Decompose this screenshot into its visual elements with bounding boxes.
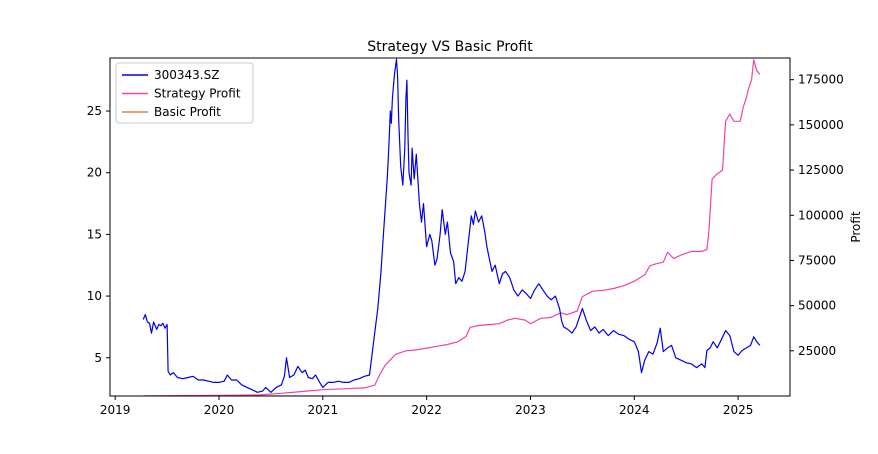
- x-tick-label: 2020: [204, 403, 235, 417]
- y-right-tick-label: 125000: [798, 163, 844, 177]
- y-axis-right: 25000 50000 75000 100000 125000 150000 175000: [790, 73, 844, 358]
- y-right-tick-label: 25000: [798, 344, 836, 358]
- x-axis: 2019 2020 2021 2022 2023 2024 2025: [100, 396, 753, 417]
- x-tick-label: 2024: [619, 403, 650, 417]
- y-left-tick-label: 10: [87, 289, 102, 303]
- y-right-tick-label: 175000: [798, 73, 844, 87]
- plot-lines: [142, 58, 761, 396]
- y-right-tick-label: 100000: [798, 208, 844, 222]
- chart-title: Strategy VS Basic Profit: [367, 39, 533, 55]
- legend-entry: Basic Profit: [154, 105, 221, 119]
- y-right-tick-label: 75000: [798, 253, 836, 267]
- x-tick-label: 2025: [723, 403, 754, 417]
- plot-frame: [109, 57, 791, 397]
- x-tick-label: 2023: [515, 403, 546, 417]
- y-left-tick-label: 5: [94, 351, 102, 365]
- y-left-tick-label: 25: [87, 104, 102, 118]
- x-tick-label: 2022: [411, 403, 442, 417]
- legend-entry: Strategy Profit: [154, 87, 241, 101]
- y-axis-left: 5 10 15 20 25: [87, 104, 110, 365]
- series-line-2: [143, 59, 761, 396]
- legend: 300343.SZ Strategy Profit Basic Profit: [115, 62, 254, 124]
- x-tick-label: 2019: [100, 403, 131, 417]
- x-tick-label: 2021: [308, 403, 339, 417]
- series-line-1: [142, 58, 761, 393]
- y-axis-right-title: Profit: [849, 211, 863, 243]
- y-right-tick-label: 50000: [798, 299, 836, 313]
- y-left-tick-label: 20: [87, 166, 102, 180]
- y-left-tick-label: 15: [87, 227, 102, 241]
- legend-box: [115, 62, 254, 124]
- y-right-tick-label: 150000: [798, 118, 844, 132]
- legend-entry: 300343.SZ: [154, 68, 219, 82]
